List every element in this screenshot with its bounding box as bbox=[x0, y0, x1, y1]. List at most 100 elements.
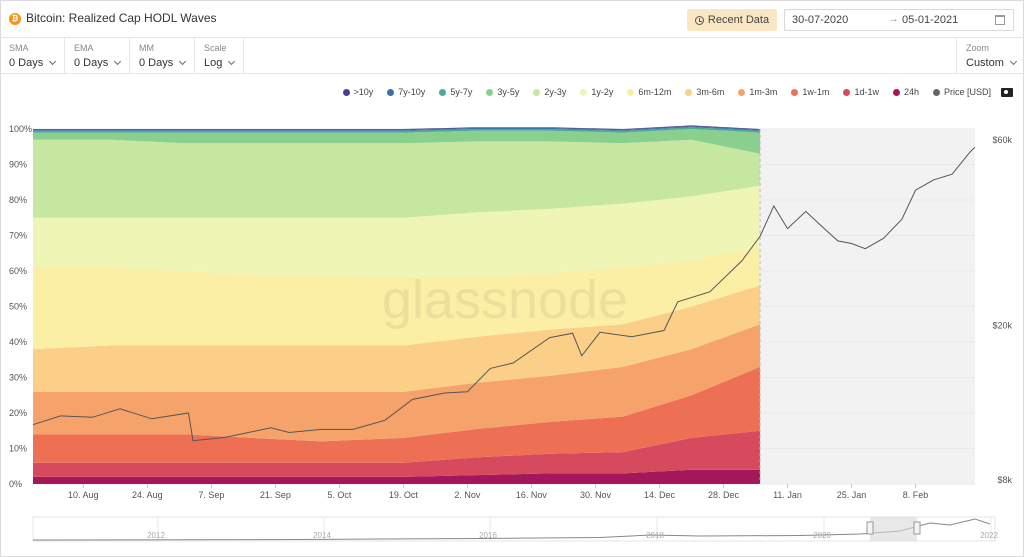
chart-legend: >10y 7y-10y 5y-7y 3y-5y 2y-3y 1y-2y 6m-12m 3m-6… bbox=[329, 86, 1013, 98]
legend-dot-icon bbox=[342, 88, 350, 96]
y-tick-label: 100% bbox=[9, 124, 32, 134]
navigator bbox=[32, 516, 996, 542]
x-tick-label: 10. Aug bbox=[68, 490, 99, 500]
scale-label: Scale bbox=[204, 43, 227, 53]
x-tick-label: 24. Aug bbox=[132, 490, 163, 500]
legend-dot-icon bbox=[627, 88, 635, 96]
legend-item[interactable]: 3m-6m bbox=[685, 87, 724, 97]
x-tick-label: 5. Oct bbox=[327, 490, 352, 500]
chart-controls: SMA 0 Days EMA 0 Days MM 0 Days Scale Lo… bbox=[0, 38, 1024, 74]
legend-label: 1w-1m bbox=[802, 87, 830, 97]
y-tick-label: 80% bbox=[9, 195, 27, 205]
legend-label: 7y-10y bbox=[398, 87, 426, 97]
legend-dot-icon bbox=[387, 88, 395, 96]
legend-dot-icon bbox=[533, 88, 541, 96]
band-1y-2y bbox=[33, 185, 761, 279]
legend-item[interactable]: 1d-1w bbox=[843, 87, 879, 97]
date-from-input[interactable]: 30-07-2020 bbox=[792, 14, 849, 26]
y-right-tick-label: $8k bbox=[997, 475, 1012, 485]
ema-dropdown[interactable]: EMA 0 Days bbox=[65, 38, 130, 74]
bitcoin-icon: ₿ bbox=[9, 13, 21, 25]
band-3y-5y bbox=[33, 129, 761, 154]
clock-icon bbox=[694, 15, 704, 25]
scale-dropdown[interactable]: Scale Log bbox=[195, 38, 244, 74]
navigator-handle-right[interactable] bbox=[913, 521, 921, 535]
sma-value-row: 0 Days bbox=[9, 57, 57, 69]
y-tick-label: 70% bbox=[9, 231, 27, 241]
calendar-icon[interactable] bbox=[995, 15, 1005, 25]
x-tick-label: 19. Oct bbox=[389, 490, 419, 500]
y-tick-label: 40% bbox=[9, 337, 27, 347]
y-tick-label: 30% bbox=[9, 373, 27, 383]
band-1m-3m bbox=[33, 324, 761, 442]
legend-item[interactable]: 2y-3y bbox=[533, 87, 566, 97]
legend-item[interactable]: 1m-3m bbox=[738, 87, 777, 97]
y-right-tick-label: $60k bbox=[992, 135, 1012, 145]
navigator-line bbox=[32, 518, 991, 541]
camera-icon[interactable] bbox=[1001, 87, 1013, 97]
y-tick-label: 60% bbox=[9, 266, 27, 276]
navigator-window bbox=[870, 517, 917, 541]
x-tick-label: 7. Sep bbox=[198, 490, 224, 500]
legend-label: 2y-3y bbox=[544, 87, 567, 97]
legend-item[interactable]: >10y bbox=[342, 87, 374, 97]
legend-item[interactable]: 3y-5y bbox=[486, 87, 519, 97]
band-1d-1w bbox=[33, 430, 761, 477]
band-7y-10y bbox=[33, 126, 761, 131]
arrow-right-icon: → bbox=[888, 13, 899, 25]
recent-data-button[interactable]: Recent Data bbox=[687, 9, 777, 31]
band-6m-12m bbox=[33, 246, 761, 350]
legend-label: 1m-3m bbox=[749, 87, 778, 97]
chart-title: Bitcoin: Realized Cap HODL Waves bbox=[26, 11, 217, 25]
mm-label: MM bbox=[139, 43, 154, 53]
chart-header: ₿ Bitcoin: Realized Cap HODL Waves Recen… bbox=[0, 0, 1024, 38]
mm-dropdown[interactable]: MM 0 Days bbox=[130, 38, 195, 74]
ema-label: EMA bbox=[74, 43, 94, 53]
legend-label: 6m-12m bbox=[638, 87, 672, 97]
legend-item[interactable]: 7y-10y bbox=[387, 87, 425, 97]
ema-value-row: 0 Days bbox=[74, 57, 122, 69]
legend-dot-icon bbox=[580, 88, 588, 96]
legend-dot-icon bbox=[738, 88, 746, 96]
x-tick-label: 14. Dec bbox=[644, 490, 676, 500]
legend-label: Price [USD] bbox=[943, 87, 991, 97]
navigator-handle-left[interactable] bbox=[866, 521, 874, 535]
x-tick-label: 21. Sep bbox=[260, 490, 291, 500]
x-tick-label: 16. Nov bbox=[516, 490, 548, 500]
legend-dot-icon bbox=[932, 88, 940, 96]
x-tick-label: 30. Nov bbox=[580, 490, 612, 500]
watermark: glassnode bbox=[382, 270, 628, 330]
date-range-picker[interactable]: 30-07-2020 → 05-01-2021 bbox=[784, 9, 1014, 31]
legend-item[interactable]: 6m-12m bbox=[627, 87, 671, 97]
legend-item[interactable]: Price [USD] bbox=[932, 87, 991, 97]
scale-value: Log bbox=[204, 57, 223, 69]
legend-label: 24h bbox=[903, 87, 919, 97]
mm-value-row: 0 Days bbox=[139, 57, 187, 69]
navigator-year-label: 2012 bbox=[147, 531, 165, 540]
date-to-input[interactable]: 05-01-2021 bbox=[902, 14, 959, 26]
legend-label: >10y bbox=[353, 87, 374, 97]
x-tick-label: 25. Jan bbox=[837, 490, 867, 500]
ema-value: 0 Days bbox=[74, 57, 109, 69]
legend-label: 1d-1w bbox=[854, 87, 879, 97]
y-tick-label: 50% bbox=[9, 302, 27, 312]
legend-item[interactable]: 5y-7y bbox=[439, 87, 472, 97]
x-tick-label: 8. Feb bbox=[903, 490, 929, 500]
band-3m-6m bbox=[33, 285, 761, 392]
zoom-dropdown[interactable]: Zoom Custom bbox=[956, 38, 1024, 74]
x-tick-label: 11. Jan bbox=[773, 490, 802, 500]
legend-item[interactable]: 1w-1m bbox=[791, 87, 829, 97]
sma-label: SMA bbox=[9, 43, 29, 53]
legend-dot-icon bbox=[685, 88, 693, 96]
sma-dropdown[interactable]: SMA 0 Days bbox=[0, 38, 65, 74]
y-tick-label: 10% bbox=[9, 444, 27, 454]
legend-dot-icon bbox=[843, 88, 851, 96]
band-5y-7y bbox=[33, 127, 761, 133]
navigator-year-label: 2020 bbox=[813, 531, 831, 540]
legend-item[interactable]: 1y-2y bbox=[580, 87, 613, 97]
legend-label: 5y-7y bbox=[450, 87, 473, 97]
legend-item[interactable]: 24h bbox=[892, 87, 919, 97]
price-line bbox=[32, 146, 976, 442]
zoom-label: Zoom bbox=[966, 43, 990, 53]
